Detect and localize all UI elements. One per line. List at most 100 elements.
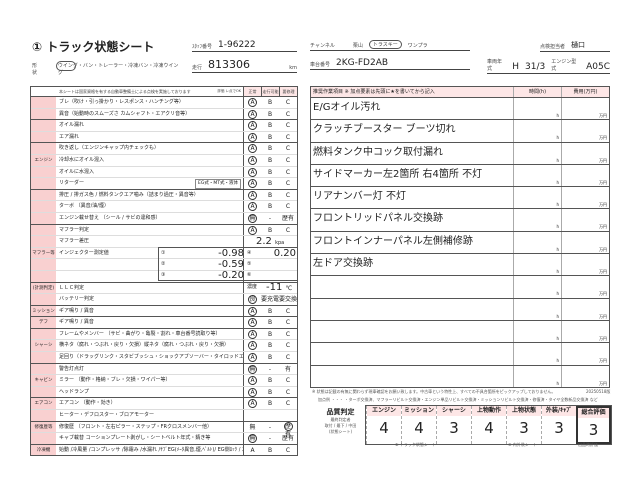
work-item[interactable] — [311, 276, 513, 297]
grade-option[interactable]: C — [279, 317, 297, 328]
grade-option[interactable]: A — [243, 166, 261, 178]
grade-option[interactable]: 歴有 — [279, 433, 297, 444]
grade-option[interactable]: B — [261, 201, 279, 212]
channel-option-selected[interactable]: トラスキー — [368, 40, 402, 49]
grade-option[interactable]: B — [261, 120, 279, 131]
grade-option[interactable]: A — [243, 340, 261, 352]
grade-option[interactable]: B — [261, 340, 279, 351]
grade-option[interactable]: B — [261, 225, 279, 236]
grade-option[interactable]: C — [279, 352, 297, 363]
grade-option[interactable]: B — [261, 155, 279, 166]
grade-option[interactable] — [279, 410, 297, 421]
grade-option[interactable]: - — [261, 433, 279, 444]
grade-option[interactable]: 歴有 — [279, 213, 297, 224]
grade-option[interactable]: A — [243, 305, 261, 317]
grade-option[interactable]: 有 — [279, 364, 297, 375]
grade-option[interactable]: B — [261, 190, 279, 201]
grade-option[interactable]: A — [243, 120, 261, 131]
grade-option[interactable]: B — [261, 132, 279, 143]
grade-option[interactable]: A — [243, 328, 261, 340]
grade-option[interactable]: A — [243, 386, 261, 398]
grade-option[interactable]: A — [243, 352, 261, 363]
cost-cell[interactable]: 万円 — [561, 231, 609, 254]
grade-option[interactable]: A — [243, 131, 261, 143]
work-item[interactable] — [311, 299, 513, 320]
grade-option[interactable]: B — [261, 352, 279, 363]
grade-option[interactable]: B — [261, 306, 279, 317]
grade-option[interactable]: - — [261, 422, 279, 433]
cost-cell[interactable]: 万円 — [561, 298, 609, 320]
time-cell[interactable]: h — [513, 365, 561, 387]
grade-option[interactable]: C — [279, 120, 297, 131]
time-cell[interactable]: h — [513, 120, 561, 142]
grade-option[interactable]: A — [243, 154, 261, 166]
grade-option[interactable]: 無 — [243, 421, 261, 433]
work-item[interactable] — [311, 366, 513, 387]
time-cell[interactable]: h — [513, 187, 561, 209]
cost-cell[interactable]: 万円 — [561, 254, 609, 276]
grade-option[interactable]: B — [261, 317, 279, 328]
work-item[interactable]: クラッチブースター ブーツ切れ — [313, 124, 456, 136]
time-cell[interactable]: h — [513, 231, 561, 254]
time-cell[interactable]: h — [513, 276, 561, 298]
grade-option[interactable]: 無 — [243, 212, 261, 224]
grade-option[interactable] — [243, 282, 261, 294]
grade-option[interactable]: B — [261, 109, 279, 120]
grade-option[interactable]: C — [279, 329, 297, 340]
cost-cell[interactable]: 万円 — [561, 365, 609, 387]
cost-cell[interactable]: 万円 — [561, 142, 609, 164]
channel-option[interactable]: 栗山 — [352, 43, 363, 49]
grade-option[interactable]: A — [243, 317, 261, 328]
work-item[interactable]: フロントインナーパネル左側補修跡 — [313, 235, 473, 247]
grade-option[interactable]: B — [261, 329, 279, 340]
grade-option[interactable]: A — [243, 108, 261, 120]
grade-option[interactable]: A — [243, 178, 261, 189]
grade-option[interactable]: C — [279, 155, 297, 166]
grade-option[interactable]: A — [243, 398, 261, 410]
cost-cell[interactable]: 万円 — [561, 164, 609, 187]
work-item[interactable] — [311, 343, 513, 364]
grade-option[interactable]: C — [279, 132, 297, 143]
grade-option[interactable]: A — [243, 444, 261, 456]
grade-option[interactable]: B — [261, 143, 279, 154]
grade-option[interactable]: - — [261, 213, 279, 224]
cost-cell[interactable]: 万円 — [561, 276, 609, 298]
grade-option[interactable]: B — [261, 387, 279, 398]
grade-option[interactable]: B — [261, 167, 279, 178]
grade-option[interactable] — [243, 270, 261, 282]
time-cell[interactable]: h — [513, 164, 561, 187]
grade-option[interactable]: 歴有 — [279, 421, 297, 438]
grade-option[interactable] — [243, 410, 261, 421]
grade-option[interactable] — [243, 247, 261, 259]
grade-option[interactable]: B — [261, 97, 279, 108]
grade-option[interactable]: - — [261, 364, 279, 375]
grade-option[interactable]: A — [243, 201, 261, 212]
grade-option[interactable]: 無 — [243, 433, 261, 444]
work-item[interactable]: フロントリッドパネル交換跡 — [313, 213, 443, 225]
grade-option[interactable]: B — [261, 398, 279, 409]
grade-option[interactable]: B — [261, 445, 279, 456]
grade-option[interactable]: C — [279, 375, 297, 386]
grade-option[interactable]: A — [243, 189, 261, 201]
grade-option[interactable]: C — [279, 225, 297, 236]
grade-option[interactable]: B — [261, 375, 279, 386]
time-cell[interactable]: h — [513, 320, 561, 343]
cost-cell[interactable]: 万円 — [561, 209, 609, 231]
work-item[interactable]: サイドマーカー左2箇所 右4箇所 不灯 — [313, 168, 483, 180]
grade-option[interactable]: C — [279, 178, 297, 189]
cost-cell[interactable]: 万円 — [561, 320, 609, 343]
grade-option[interactable]: C — [279, 97, 297, 108]
cost-cell[interactable]: 万円 — [561, 343, 609, 365]
grade-option[interactable]: C — [279, 190, 297, 201]
work-item[interactable] — [311, 321, 513, 342]
grade-option[interactable]: C — [279, 143, 297, 154]
grade-option[interactable]: B — [261, 178, 279, 189]
grade-option[interactable]: C — [279, 167, 297, 178]
work-item[interactable]: 左ドア交換跡 — [313, 258, 373, 270]
grade-option[interactable]: C — [279, 306, 297, 317]
grade-option[interactable]: A — [243, 97, 261, 108]
grade-option[interactable]: 要交換 — [279, 294, 297, 305]
grade-option[interactable] — [243, 259, 261, 270]
work-item[interactable]: リアナンバー灯 不灯 — [313, 191, 406, 203]
cost-cell[interactable]: 万円 — [561, 187, 609, 209]
